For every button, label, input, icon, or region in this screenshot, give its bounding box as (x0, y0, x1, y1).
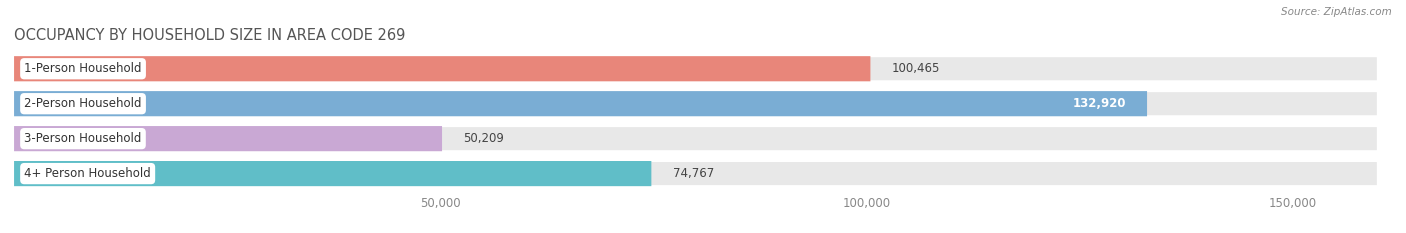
FancyBboxPatch shape (14, 56, 1378, 81)
FancyBboxPatch shape (14, 91, 1147, 116)
FancyBboxPatch shape (14, 161, 1378, 186)
Text: Source: ZipAtlas.com: Source: ZipAtlas.com (1281, 7, 1392, 17)
Text: 100,465: 100,465 (891, 62, 941, 75)
Text: OCCUPANCY BY HOUSEHOLD SIZE IN AREA CODE 269: OCCUPANCY BY HOUSEHOLD SIZE IN AREA CODE… (14, 28, 405, 43)
FancyBboxPatch shape (14, 126, 441, 151)
FancyBboxPatch shape (14, 91, 1378, 116)
Text: 74,767: 74,767 (672, 167, 714, 180)
Text: 1-Person Household: 1-Person Household (24, 62, 142, 75)
FancyBboxPatch shape (14, 56, 870, 81)
FancyBboxPatch shape (14, 161, 651, 186)
Text: 50,209: 50,209 (464, 132, 505, 145)
Text: 4+ Person Household: 4+ Person Household (24, 167, 150, 180)
Text: 2-Person Household: 2-Person Household (24, 97, 142, 110)
Text: 3-Person Household: 3-Person Household (24, 132, 142, 145)
FancyBboxPatch shape (14, 126, 1378, 151)
Text: 132,920: 132,920 (1073, 97, 1126, 110)
